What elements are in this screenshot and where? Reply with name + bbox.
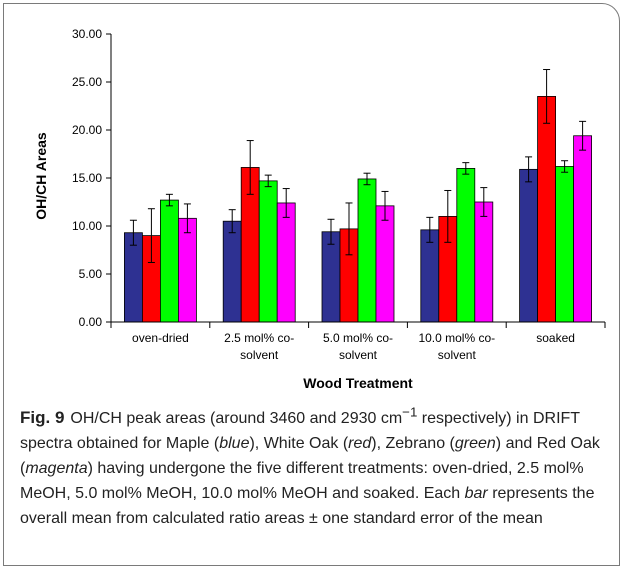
error-bar	[444, 189, 452, 243]
bar	[222, 220, 242, 323]
y-tick-label: 0.00	[79, 315, 103, 329]
caption-text: OH/CH peak areas (around 3460 and 2930 c…	[20, 405, 600, 528]
figure-frame	[3, 3, 620, 566]
error-bar	[129, 219, 137, 246]
y-axis-title: OH/CH Areas	[33, 132, 49, 220]
axes-layer: 0.00 5.00 10.00 15.00 20.00 25.00 30.00 oven-dr…	[72, 27, 606, 362]
x-tick-label: 10.0 mol% co-solvent	[418, 331, 495, 362]
bar-chart: 0.00 5.00 10.00 15.00 20.00 25.00 30.00 oven-dr…	[33, 27, 606, 391]
error-bar	[165, 193, 173, 207]
error-bars-layer	[129, 69, 587, 263]
x-axis-title: Wood Treatment	[303, 375, 413, 391]
error-bar	[282, 188, 290, 218]
figure-label: Fig. 9	[20, 408, 65, 428]
error-bar	[345, 202, 353, 256]
error-bar	[264, 174, 272, 188]
bar	[177, 217, 197, 323]
bar	[124, 232, 143, 323]
bar	[519, 168, 538, 323]
y-tick-label: 15.00	[72, 171, 102, 185]
bar	[474, 201, 494, 323]
error-bar	[228, 209, 236, 234]
y-tick-label: 5.00	[79, 267, 103, 281]
error-bar	[480, 187, 488, 217]
x-tick-label: oven-dried	[132, 331, 189, 345]
y-tick-label: 20.00	[72, 123, 102, 137]
x-tick-label: 5.0 mol% co-solvent	[323, 331, 393, 362]
bar	[276, 202, 296, 323]
error-bar	[525, 156, 533, 183]
bar	[357, 178, 377, 323]
error-bar	[561, 160, 569, 173]
error-bar	[462, 162, 470, 175]
bar	[456, 167, 476, 323]
bar	[375, 205, 395, 323]
error-bar	[381, 190, 389, 221]
bar	[420, 229, 440, 323]
y-tick-label: 25.00	[72, 75, 102, 89]
bar	[573, 135, 592, 323]
bar	[537, 96, 556, 323]
bar	[321, 231, 341, 323]
error-bar	[183, 203, 191, 234]
x-tick-label: soaked	[536, 331, 575, 345]
bar	[159, 199, 179, 323]
bars-layer	[124, 96, 592, 323]
error-bar	[543, 69, 551, 124]
x-tick-label: 2.5 mol% co-solvent	[224, 331, 294, 362]
figure-caption: Fig. 9 OH/CH peak areas (around 3460 and …	[20, 400, 612, 531]
bar	[258, 180, 278, 323]
y-tick-label: 30.00	[72, 27, 102, 41]
error-bar	[147, 208, 155, 263]
error-bar	[426, 216, 434, 243]
y-tick-label: 10.00	[72, 219, 102, 233]
error-bar	[246, 140, 254, 195]
error-bar	[579, 120, 587, 151]
bar	[555, 166, 574, 323]
error-bar	[363, 172, 371, 186]
error-bar	[327, 218, 335, 245]
